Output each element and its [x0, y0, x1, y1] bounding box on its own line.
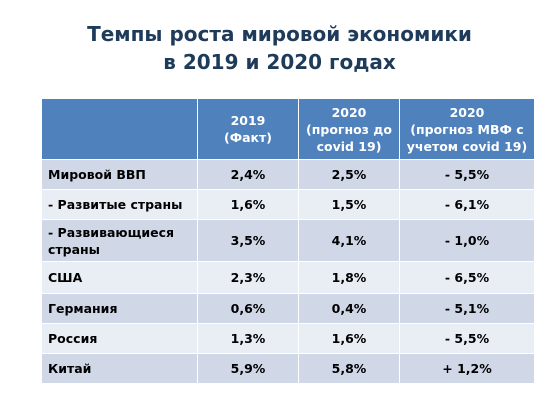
growth-rates-table: 2019 (Факт) 2020 (прогноз до covid 19) 2…	[41, 98, 535, 384]
cell-2020-imf: - 5,5%	[399, 159, 535, 190]
header-text: (прогноз до	[306, 121, 392, 137]
cell-2020-pre: 1,8%	[298, 261, 400, 294]
cell-2020-pre: 0,4%	[298, 293, 400, 324]
cell-2019: 2,3%	[197, 261, 299, 294]
table-row: Россия 1,3% 1,6% - 5,5%	[41, 323, 535, 354]
header-cell-2020-pre-covid: 2020 (прогноз до covid 19)	[298, 98, 400, 160]
cell-2019: 1,6%	[197, 189, 299, 220]
cell-2020-pre: 1,6%	[298, 323, 400, 354]
table-row: США 2,3% 1,8% - 6,5%	[41, 261, 535, 294]
header-text: (Факт)	[224, 130, 272, 145]
cell-2020-pre: 5,8%	[298, 353, 400, 384]
header-text: 2019	[230, 113, 266, 128]
table-header-row: 2019 (Факт) 2020 (прогноз до covid 19) 2…	[41, 98, 535, 160]
header-text: 2020	[449, 104, 485, 120]
cell-2019: 5,9%	[197, 353, 299, 384]
header-cell-2020-imf-covid: 2020 (прогноз МВФ с учетом covid 19)	[399, 98, 535, 160]
slide-title: Темпы роста мировой экономики в 2019 и 2…	[0, 20, 559, 76]
table-row: - Развивающиеся страны 3,5% 4,1% - 1,0%	[41, 219, 535, 262]
row-label: США	[41, 261, 198, 294]
slide-title-line-2: в 2019 и 2020 годах	[163, 50, 396, 74]
table-row: Мировой ВВП 2,4% 2,5% - 5,5%	[41, 159, 535, 190]
cell-2020-imf: + 1,2%	[399, 353, 535, 384]
cell-2020-pre: 1,5%	[298, 189, 400, 220]
cell-2020-pre: 4,1%	[298, 219, 400, 262]
cell-2020-imf: - 5,5%	[399, 323, 535, 354]
row-label: Китай	[41, 353, 198, 384]
slide-title-line-1: Темпы роста мировой экономики	[87, 22, 472, 46]
table-row: Китай 5,9% 5,8% + 1,2%	[41, 353, 535, 384]
cell-2019: 0,6%	[197, 293, 299, 324]
header-text: covid 19)	[316, 138, 382, 154]
row-label: Германия	[41, 293, 198, 324]
cell-2019: 1,3%	[197, 323, 299, 354]
cell-2020-imf: - 6,5%	[399, 261, 535, 294]
row-label: - Развитые страны	[41, 189, 198, 220]
cell-2020-imf: - 6,1%	[399, 189, 535, 220]
header-cell-2019-fact: 2019 (Факт)	[197, 98, 299, 160]
table-row: - Развитые страны 1,6% 1,5% - 6,1%	[41, 189, 535, 220]
header-text: учетом covid 19)	[406, 138, 528, 154]
cell-2019: 2,4%	[197, 159, 299, 190]
row-label: Россия	[41, 323, 198, 354]
cell-2020-pre: 2,5%	[298, 159, 400, 190]
header-text: 2020	[331, 104, 367, 120]
header-text: (прогноз МВФ с	[410, 121, 524, 137]
header-cell-empty	[41, 98, 198, 160]
row-label: Мировой ВВП	[41, 159, 198, 190]
cell-2020-imf: - 1,0%	[399, 219, 535, 262]
cell-2020-imf: - 5,1%	[399, 293, 535, 324]
row-label: - Развивающиеся страны	[41, 219, 198, 262]
cell-2019: 3,5%	[197, 219, 299, 262]
table-row: Германия 0,6% 0,4% - 5,1%	[41, 293, 535, 324]
